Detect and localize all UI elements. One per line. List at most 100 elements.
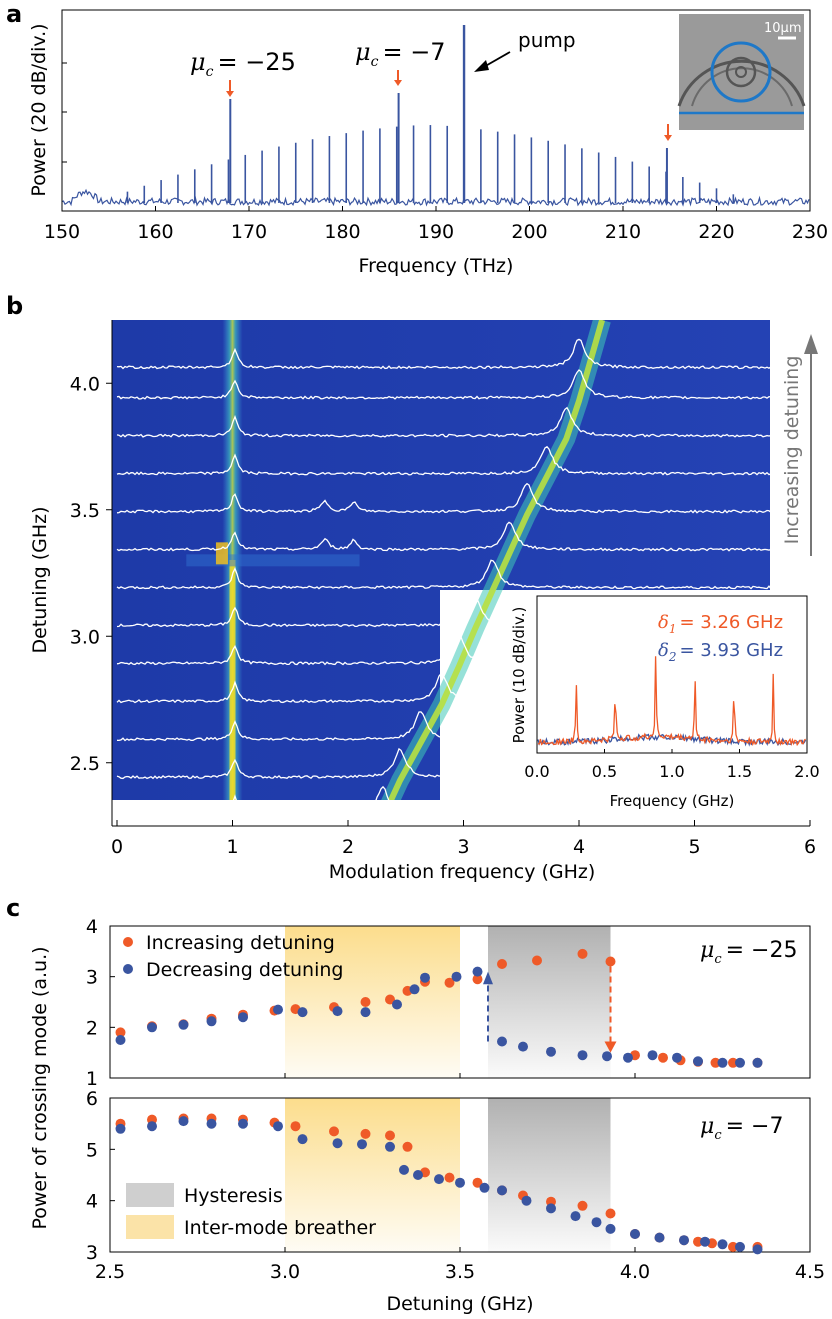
x-tick-label: 3.0 [270,1261,300,1283]
legend-c: Increasing detuning Decreasing detuning … [123,932,376,1239]
panel-label-c: c [6,894,20,922]
data-point [402,1141,413,1152]
data-point [399,1164,409,1175]
x-tick-label: 210 [605,221,641,243]
spectral-trace [116,559,770,590]
data-point [444,977,455,988]
data-point [206,1016,217,1027]
breather-region-bottom [285,1098,460,1252]
spectral-trace [116,445,770,476]
data-point [392,999,402,1010]
data-point [497,959,507,969]
x-tick-label: 5 [688,836,700,858]
y-tick-label: 5 [86,1139,98,1161]
legend-label-decreasing: Decreasing detuning [146,959,343,981]
annotation-c-top: μc = −25 [700,938,797,967]
data-point [472,966,483,977]
spectral-trace [116,406,770,438]
annotation-mu-7: μc = −7 [355,38,446,70]
data-point [577,1200,588,1211]
data-point [602,1051,612,1062]
x-axis-label-b: Modulation frequency (GHz) [329,861,596,883]
data-point [434,1174,444,1185]
inset-x-tick-label: 1.5 [727,762,752,781]
inset-microring-image: 10μm [677,14,806,130]
x-tick-label: 4 [573,836,585,858]
data-point [329,1126,339,1137]
data-point [178,1019,189,1030]
inset-y-label: Power (10 dB/div.) [510,607,528,744]
data-point [297,1134,308,1145]
y-tick-label: 2 [86,1017,98,1039]
x-tick-label: 2 [342,836,354,858]
data-point [420,972,430,983]
data-point [591,1217,602,1228]
y-tick-label: 6 [86,1088,98,1110]
y-axis-label-a: Power (20 dB/div.) [28,23,50,196]
data-point [521,1195,532,1206]
data-point [679,1235,689,1246]
data-point [717,1239,728,1250]
comb-spectrum [61,25,810,207]
data-point [577,948,588,959]
data-point [332,1138,343,1149]
data-point [360,1007,371,1018]
legend-marker-increasing [123,937,133,947]
data-point [273,1121,283,1132]
annotation-mu-25: μc = −25 [190,48,296,80]
y-tick-label: 1 [86,1068,98,1090]
data-point [206,1118,217,1129]
data-point [479,1182,490,1193]
spectral-trace [116,521,770,552]
data-point [728,1241,738,1252]
y-tick-label: 4.0 [70,373,100,395]
data-point [570,1211,581,1222]
inset-x-tick-label: 0.0 [524,762,549,781]
data-point [647,1050,658,1061]
data-point [178,1116,189,1127]
inset-x-label: Frequency (GHz) [610,792,735,810]
scatter-points [115,948,763,1255]
inset-scale-label: 10μm [764,21,801,36]
data-point [115,1123,126,1134]
inset-x-ticks: 0.0 0.5 1.0 1.5 2.0 [524,749,820,781]
x-tick-label: 200 [511,221,547,243]
x-ticks-a: 150 160 170 180 190 200 210 220 230 [44,206,828,243]
data-point [735,1241,745,1252]
legend-label-breather: Inter-mode breather [184,1217,376,1239]
x-tick-label: 4.0 [620,1261,650,1283]
legend-label-increasing: Increasing detuning [146,932,335,954]
y-tick-label: 3.0 [70,626,100,648]
y-ticks-a [62,62,67,163]
x-ticks-b: 0 1 2 3 4 5 6 [111,820,816,858]
x-tick-label: 230 [792,221,828,243]
orange-arrow-mu-7 [394,70,402,86]
panel-label-b: b [6,292,23,320]
orange-arrow-mu-25 [226,80,234,97]
data-point [238,1118,248,1129]
inset-traces [537,656,807,747]
data-point [357,1139,367,1150]
data-point [672,1052,682,1063]
y-tick-label: 3 [86,967,98,989]
y-axis-label-b: Detuning (GHz) [29,506,51,653]
data-point [472,974,483,985]
x-tick-label: 2.5 [95,1261,125,1283]
x-tick-label: 6 [804,836,816,858]
y-tick-label: 3.5 [70,500,100,522]
data-point [147,1022,157,1033]
data-point [472,1177,483,1188]
heatmap-ridges [186,320,611,800]
panel-label-a: a [6,0,22,28]
data-point [532,955,542,966]
data-point [360,997,371,1007]
y-tick-label: 2.5 [70,753,100,775]
data-point [360,1128,371,1139]
data-point [735,1057,745,1068]
inset-legend-delta1: δ1 = 3.26 GHz [658,612,783,636]
x-tick-label: 180 [324,221,360,243]
data-point [728,1057,738,1068]
legend-marker-decreasing [123,964,133,974]
x-axis-label-c: Detuning (GHz) [386,1293,533,1315]
